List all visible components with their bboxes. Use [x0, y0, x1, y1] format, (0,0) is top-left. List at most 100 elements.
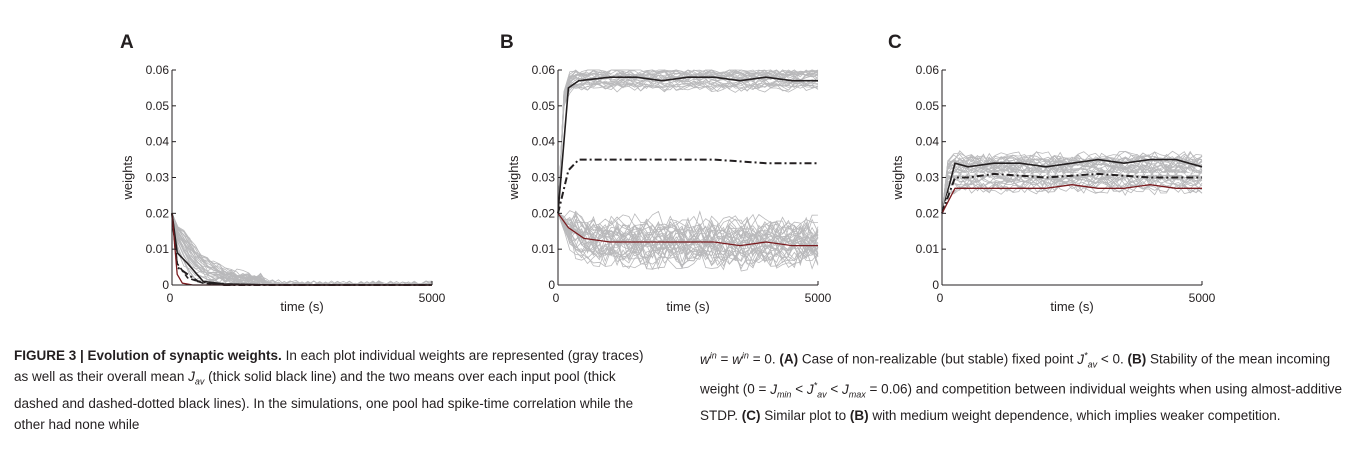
overall-mean-line: [557, 76, 818, 214]
weight-trace: [941, 173, 1203, 214]
y-tick-label: 0.06: [916, 63, 940, 77]
weight-trace: [557, 213, 819, 270]
weight-trace: [557, 72, 819, 214]
weight-trace: [557, 79, 819, 214]
weight-trace: [941, 169, 1202, 214]
weight-trace: [557, 70, 819, 214]
y-tick-label: 0.05: [146, 99, 170, 113]
y-tick-label: 0.05: [532, 99, 556, 113]
weight-trace: [557, 69, 819, 214]
caption-b-text: Stability of the mean incoming weight (0…: [700, 351, 1331, 397]
weight-trace: [557, 213, 819, 243]
panel-b: B 0 0.01 0.02 0.03 0.04 0.05 0.06 0 5000 time (s) w…: [500, 32, 832, 314]
x-tick-label: 5000: [419, 291, 446, 305]
x-tick-label: 0: [167, 291, 174, 305]
weight-trace: [941, 155, 1203, 214]
caption-text-1: In each plot individual weights are repr…: [14, 348, 644, 384]
gray-traces: [171, 213, 433, 286]
y-tick-label: 0.01: [146, 242, 170, 256]
symbol-j-max: Jmax: [842, 381, 866, 400]
y-tick-label: 0.02: [532, 206, 556, 220]
x-axis-label: time (s): [1050, 299, 1093, 314]
weight-trace: [557, 71, 819, 214]
y-tick-label: 0: [932, 278, 939, 292]
symbol-j-av: Jav: [188, 369, 205, 387]
weight-trace: [557, 83, 819, 214]
y-tick-label: 0.01: [916, 242, 940, 256]
y-tick-label: 0.02: [916, 206, 940, 220]
y-axis-label: weights: [506, 155, 521, 201]
x-axis-label: time (s): [666, 299, 709, 314]
pool-mean-dashed-line: [941, 172, 1202, 214]
caption-b-tag: (B): [1127, 351, 1147, 367]
red-mean-line: [941, 184, 1202, 214]
caption-c-tag: (C): [741, 408, 761, 424]
weight-trace: [557, 213, 819, 271]
caption-text-2: (thick solid black line) and the two mea…: [14, 369, 634, 432]
caption-title: FIGURE 3 | Evolution of synaptic weights…: [14, 348, 282, 363]
panel-c: C 0 0.01 0.02 0.03 0.04 0.05 0.06 0 5000 time (s) w…: [888, 32, 1216, 314]
y-tick-label: 0.03: [532, 171, 556, 185]
y-axis-label: weights: [890, 155, 905, 201]
weight-trace: [557, 69, 819, 214]
caption-right: win = win = 0. (A) Case of non-realizabl…: [700, 350, 1342, 424]
pool-mean-dashdot-line: [557, 158, 818, 214]
weight-trace: [557, 69, 819, 214]
caption-text-3: = 0.: [752, 351, 776, 367]
weight-trace: [557, 77, 819, 214]
weight-trace: [941, 155, 1203, 214]
y-tick-label: 0.03: [916, 171, 940, 185]
x-tick-label: 5000: [805, 291, 832, 305]
red-mean-line: [557, 212, 818, 247]
weight-trace: [557, 70, 819, 214]
y-tick-label: 0.04: [916, 135, 940, 149]
weight-trace: [557, 213, 819, 247]
y-tick-label: 0: [162, 278, 169, 292]
symbol-j-av-star: J*av: [1077, 350, 1098, 370]
panel-label: C: [888, 32, 902, 53]
symbol-j-av-star-2: J*av: [806, 380, 827, 400]
weight-trace: [557, 73, 819, 214]
weight-trace: [557, 212, 819, 240]
y-axis-label: weights: [120, 155, 135, 201]
weight-trace: [557, 79, 819, 214]
x-tick-label: 0: [937, 291, 944, 305]
weight-trace: [557, 69, 819, 214]
pool-mean-dashdot-line: [941, 172, 1202, 214]
y-tick-label: 0.02: [146, 206, 170, 220]
y-tick-label: 0.06: [532, 63, 556, 77]
weight-trace: [557, 213, 819, 270]
weight-trace: [557, 74, 819, 214]
weight-trace: [941, 164, 1203, 214]
caption-a-tag: (A): [779, 351, 799, 367]
weight-trace: [557, 72, 819, 214]
caption-c-ref: (B): [849, 408, 869, 424]
y-tick-label: 0.04: [146, 135, 170, 149]
figure-panels: A 0 0.01 0.02 0.03 0.04 0.05 0.06 0 5000 time (s) w…: [120, 32, 1216, 314]
y-tick-label: 0.06: [146, 63, 170, 77]
weight-trace: [557, 213, 819, 258]
weight-trace: [557, 213, 819, 244]
weight-trace: [557, 81, 819, 214]
weight-trace: [941, 175, 1203, 214]
weight-trace: [557, 213, 819, 259]
weight-trace: [941, 180, 1203, 214]
x-tick-label: 0: [553, 291, 560, 305]
caption-a-text: Case of non-realizable (but stable) fixe…: [801, 351, 1074, 367]
panel-label: A: [120, 32, 134, 53]
weight-trace: [557, 79, 819, 214]
weight-trace: [557, 213, 819, 245]
overall-mean-line: [941, 158, 1203, 214]
gray-traces: [941, 150, 1203, 214]
panel-label: B: [500, 32, 514, 53]
y-tick-label: 0: [548, 278, 555, 292]
weight-trace: [557, 76, 819, 214]
weight-trace: [557, 73, 819, 214]
symbol-w-in-2: win: [732, 350, 749, 367]
weight-trace: [557, 69, 819, 214]
weight-trace: [557, 70, 819, 214]
caption-a-end: < 0.: [1100, 351, 1124, 367]
y-tick-label: 0.03: [146, 171, 170, 185]
caption-c-text: Similar plot to: [764, 408, 847, 424]
symbol-w-in-1: win: [700, 350, 717, 367]
